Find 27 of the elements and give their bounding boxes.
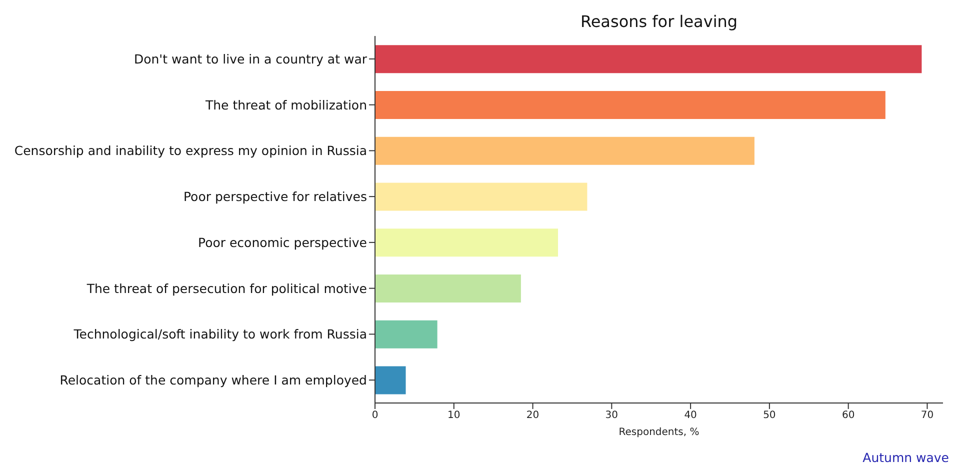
bar xyxy=(375,228,558,257)
bar xyxy=(375,136,754,165)
x-tick-label: 0 xyxy=(372,410,378,422)
y-tick-label: Technological/soft inability to work from Russia xyxy=(72,326,367,342)
x-tick-label: 60 xyxy=(842,410,855,422)
y-tick-label: Relocation of the company where I am employed xyxy=(60,372,367,388)
bar xyxy=(375,320,438,348)
bar xyxy=(375,182,588,211)
bar xyxy=(375,91,886,120)
bar xyxy=(375,366,406,394)
x-tick-label: 10 xyxy=(448,410,460,422)
chart-title: Reasons for leaving xyxy=(579,12,739,31)
text: Autumn wave xyxy=(862,450,949,465)
y-tick-label: The threat of persecution for political motive xyxy=(86,280,368,296)
x-tick-label: 50 xyxy=(763,410,776,422)
y-tick-label: Poor perspective for relatives xyxy=(183,189,367,204)
x-tick-label: 20 xyxy=(526,410,540,422)
y-tick-label: Poor economic perspective xyxy=(198,234,368,250)
y-tick-label: The threat of mobilization xyxy=(204,97,367,112)
y-tick-label: Censorship and inability to express my opinion in Russia xyxy=(14,143,367,158)
x-tick-label: 30 xyxy=(605,410,618,422)
x-tick-label: 70 xyxy=(920,410,934,422)
y-tick-label: Don't want to live in a country at war xyxy=(134,51,368,66)
bar xyxy=(375,45,922,74)
x-axis-title: Respondents, % xyxy=(618,427,700,438)
bar xyxy=(375,274,521,303)
x-tick-label: 40 xyxy=(684,410,697,422)
